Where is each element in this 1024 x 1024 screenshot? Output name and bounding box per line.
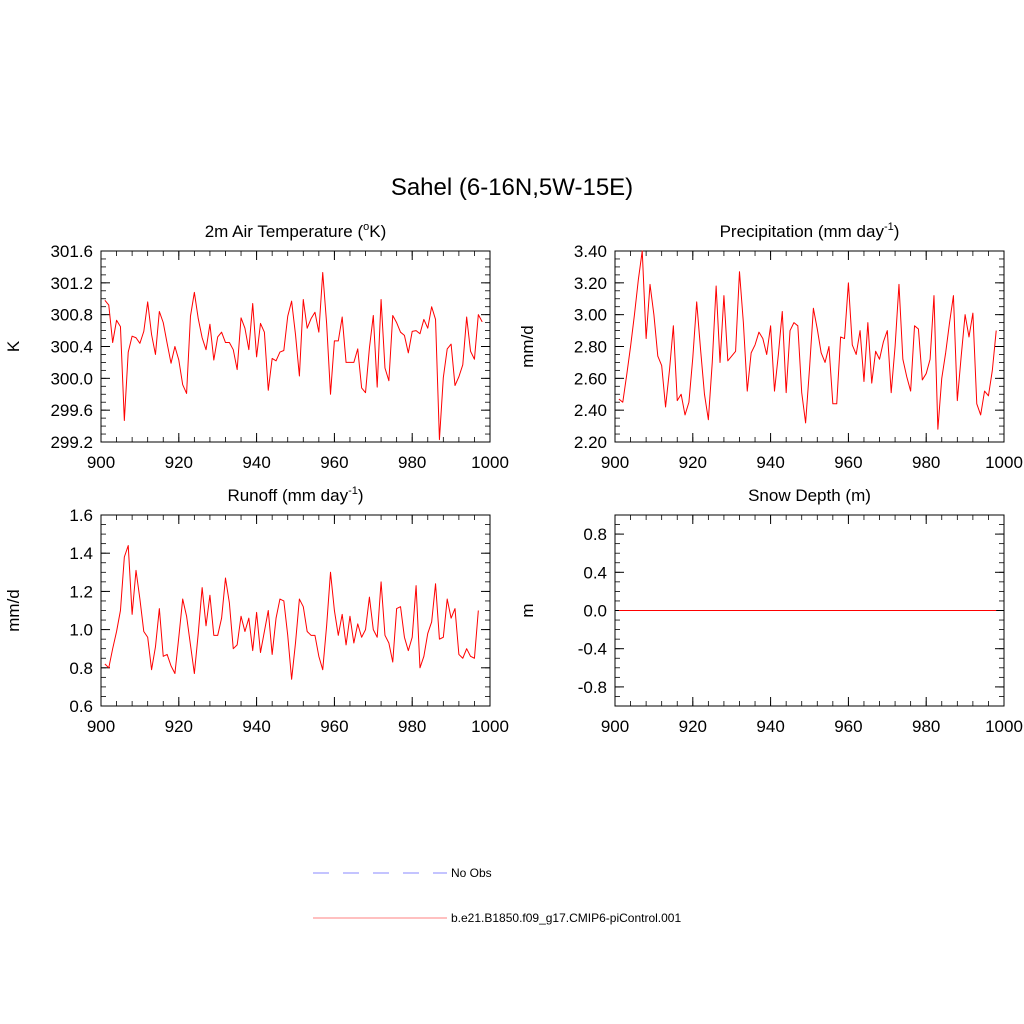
- snow-y-tick-label: 0.0: [583, 602, 607, 621]
- snow-y-tick-label: -0.8: [578, 678, 607, 697]
- figure-title: Sahel (6-16N,5W-15E): [391, 174, 633, 201]
- runoff-y-tick-label: 1.6: [69, 506, 93, 525]
- snow-y-tick-label: 0.4: [583, 563, 607, 582]
- runoff-x-tick-label: 900: [87, 717, 115, 736]
- runoff-y-axis-label: mm/d: [4, 589, 23, 632]
- runoff-y-tick-label: 1.2: [69, 582, 93, 601]
- temp-x-tick-label: 900: [87, 453, 115, 472]
- precip-panel-title-part: -1: [884, 221, 894, 233]
- precip-y-axis-label: mm/d: [518, 325, 537, 368]
- precip-series-line: [618, 250, 997, 430]
- temp-y-axis-label: K: [4, 340, 23, 352]
- snow-panel-title: Snow Depth (m): [748, 486, 871, 505]
- temp-y-tick-label: 301.6: [50, 242, 93, 261]
- temp-panel-title-part: K): [369, 222, 386, 241]
- temp-series-line: [104, 271, 483, 441]
- runoff-panel-title-part: -1: [348, 485, 358, 497]
- precip-y-tick-label: 2.60: [574, 369, 607, 388]
- runoff-x-tick-label: 1000: [471, 717, 509, 736]
- temp-x-tick-label: 920: [165, 453, 193, 472]
- precip-y-tick-label: 3.20: [574, 274, 607, 293]
- temp-y-tick-label: 301.2: [50, 274, 93, 293]
- precip-x-tick-label: 960: [834, 453, 862, 472]
- runoff-x-tick-label: 980: [398, 717, 426, 736]
- precip-x-tick-label: 940: [756, 453, 784, 472]
- temp-panel-title-part: 2m Air Temperature (: [205, 222, 364, 241]
- precip-x-tick-label: 920: [679, 453, 707, 472]
- panel-runoff: 900 920 940 960 980 1000 0.6 0.8 1.0 1.2 1.4 1.6 Run…: [4, 485, 509, 736]
- temp-x-tick-label: 960: [320, 453, 348, 472]
- temp-y-tick-label: 299.2: [50, 433, 93, 452]
- panel-snow-depth: 900 920 940 960 980 1000 -0.8 -0.4 0.0 0.4 0.8 Snow…: [518, 486, 1023, 736]
- temp-x-tick-label: 940: [242, 453, 270, 472]
- snow-x-tick-label: 940: [756, 717, 784, 736]
- snow-panel-title-part: Snow Depth (m): [748, 486, 871, 505]
- runoff-y-tick-label: 1.4: [69, 544, 93, 563]
- precip-y-tick-label: 2.20: [574, 433, 607, 452]
- precip-y-tick-label: 3.40: [574, 242, 607, 261]
- precip-panel-title-part: ): [894, 222, 900, 241]
- precip-x-tick-label: 980: [912, 453, 940, 472]
- runoff-x-tick-label: 940: [242, 717, 270, 736]
- precip-panel-title: Precipitation (mm day-1): [720, 221, 900, 241]
- temp-y-tick-label: 300.8: [50, 306, 93, 325]
- runoff-x-tick-label: 920: [165, 717, 193, 736]
- snow-x-tick-label: 920: [679, 717, 707, 736]
- legend-label-picontrol: b.e21.B1850.f09_g17.CMIP6-piControl.001: [451, 911, 681, 925]
- temp-x-tick-label: 1000: [471, 453, 509, 472]
- precip-panel-title-part: Precipitation (mm day: [720, 222, 885, 241]
- snow-x-tick-label: 900: [601, 717, 629, 736]
- precip-y-tick-label: 2.80: [574, 338, 607, 357]
- precip-x-tick-label: 1000: [985, 453, 1023, 472]
- panel-precipitation: 900 920 940 960 980 1000 2.20 2.40 2.60 2.80 3.00 3…: [518, 221, 1023, 472]
- panel-temperature: 900 920 940 960 980 1000 299.2 299.6 300.0 300.4 3…: [4, 221, 509, 472]
- precip-y-tick-label: 3.00: [574, 306, 607, 325]
- precip-y-tick-label: 2.40: [574, 401, 607, 420]
- runoff-y-tick-label: 0.8: [69, 659, 93, 678]
- temp-y-tick-label: 300.4: [50, 338, 93, 357]
- snow-x-tick-label: 1000: [985, 717, 1023, 736]
- runoff-panel-title: Runoff (mm day-1): [227, 485, 363, 505]
- snow-y-tick-label: -0.4: [578, 640, 607, 659]
- runoff-series-line: [104, 545, 479, 680]
- runoff-y-tick-label: 1.0: [69, 621, 93, 640]
- temp-y-tick-label: 299.6: [50, 401, 93, 420]
- legend: No Obs b.e21.B1850.f09_g17.CMIP6-piContr…: [313, 866, 681, 925]
- snow-y-tick-label: 0.8: [583, 525, 607, 544]
- snow-x-tick-label: 960: [834, 717, 862, 736]
- temp-x-tick-label: 980: [398, 453, 426, 472]
- precip-x-tick-label: 900: [601, 453, 629, 472]
- temp-panel-title-part: o: [363, 221, 369, 233]
- snow-x-tick-label: 980: [912, 717, 940, 736]
- runoff-panel-title-part: ): [358, 486, 364, 505]
- runoff-y-tick-label: 0.6: [69, 697, 93, 716]
- legend-label-no-obs: No Obs: [451, 866, 492, 880]
- runoff-panel-title-part: Runoff (mm day: [227, 486, 348, 505]
- runoff-x-tick-label: 960: [320, 717, 348, 736]
- temp-panel-title: 2m Air Temperature (oK): [205, 221, 387, 241]
- snow-y-axis-label: m: [518, 603, 537, 617]
- temp-y-tick-label: 300.0: [50, 369, 93, 388]
